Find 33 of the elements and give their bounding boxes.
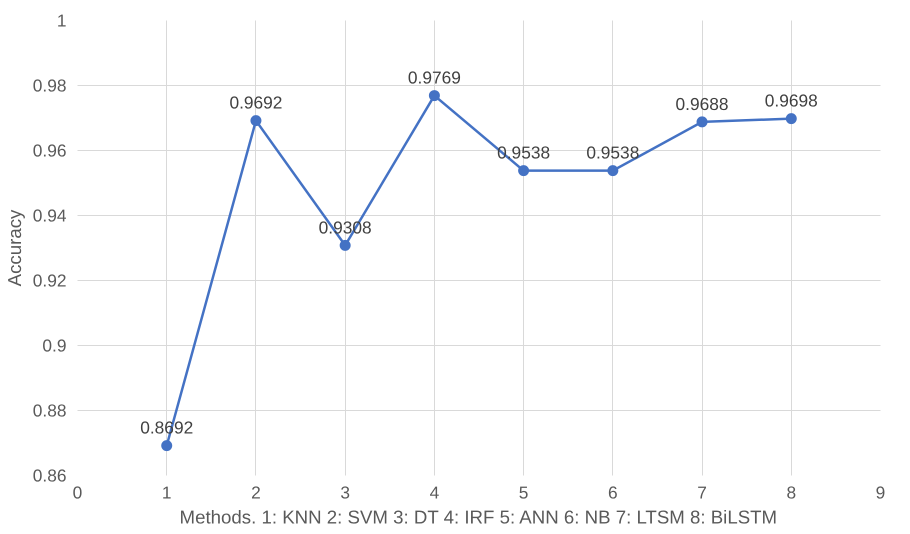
y-tick-label: 1 xyxy=(56,10,67,30)
x-tick-label: 3 xyxy=(340,482,350,502)
y-axis-title: Accuracy xyxy=(4,208,25,286)
data-label: 0.9538 xyxy=(586,142,640,163)
y-tick-label: 0.92 xyxy=(32,270,67,290)
data-label: 0.9688 xyxy=(676,94,729,114)
data-label: 0.9692 xyxy=(229,92,282,113)
x-tick-label: 4 xyxy=(430,482,440,502)
x-tick-label: 9 xyxy=(876,482,886,502)
y-tick-label: 0.98 xyxy=(32,76,67,96)
point xyxy=(250,115,262,126)
point xyxy=(518,165,530,176)
x-tick-label: 6 xyxy=(608,482,618,502)
point xyxy=(786,113,797,124)
y-tick-label: 0.9 xyxy=(42,336,67,356)
point xyxy=(607,165,618,176)
y-tick-label: 0.94 xyxy=(32,206,67,226)
y-tick-label: 0.88 xyxy=(32,400,67,420)
y-tick-label: 0.96 xyxy=(32,140,67,160)
x-tick-label: 7 xyxy=(697,482,707,502)
x-tick-label: 1 xyxy=(162,482,172,502)
point xyxy=(428,90,440,102)
x-axis-title: Methods. 1: KNN 2: SVM 3: DT 4: IRF 5: ANN 6: NB 7: LTSM 8: BiLSTM xyxy=(180,506,778,528)
data-label: 0.9698 xyxy=(764,90,818,111)
point xyxy=(161,440,172,452)
point xyxy=(696,116,708,128)
x-tick-label: 8 xyxy=(786,482,796,502)
data-label: 0.9769 xyxy=(408,68,461,88)
x-tick-label: 0 xyxy=(72,482,82,502)
x-tick-label: 2 xyxy=(251,482,261,502)
point xyxy=(340,240,351,251)
x-tick-label: 5 xyxy=(518,482,528,502)
y-tick-label: 0.86 xyxy=(32,466,67,486)
